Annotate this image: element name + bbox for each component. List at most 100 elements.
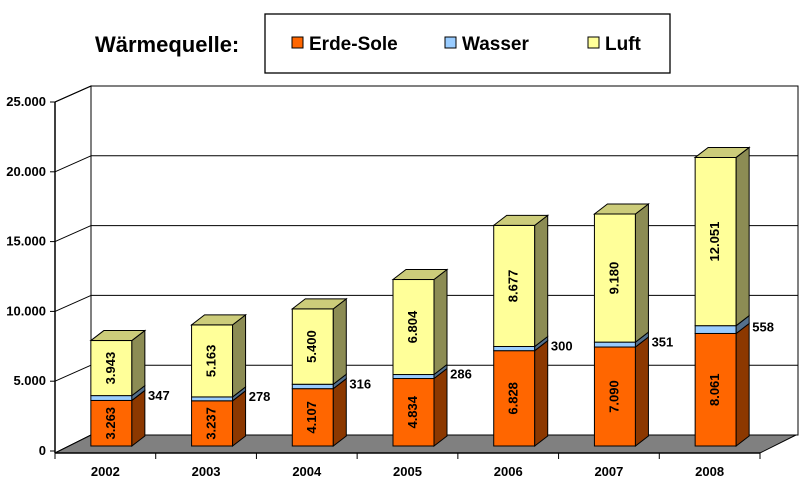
bar-side xyxy=(332,297,347,386)
bar-top xyxy=(492,214,550,226)
bar-segment-erde-sole xyxy=(694,322,750,448)
legend-label-wasser: Wasser xyxy=(462,34,529,55)
bar-side xyxy=(634,202,649,344)
gridline-side xyxy=(54,225,92,243)
bar-front xyxy=(694,325,737,334)
gridline-side xyxy=(54,364,92,382)
data-label: 558 xyxy=(752,320,774,335)
bar-top xyxy=(391,269,449,281)
x-tick-label: 2008 xyxy=(695,464,724,479)
bar-segment-luft xyxy=(693,146,751,327)
gridline-side xyxy=(54,155,92,173)
bar-front xyxy=(90,399,133,447)
bar-front xyxy=(694,156,737,327)
data-label: 7.090 xyxy=(606,380,621,413)
bar-segment-erde-sole xyxy=(291,377,347,448)
y-tick-label: 15.000 xyxy=(6,234,46,249)
y-tick-label: 10.000 xyxy=(6,303,46,318)
bar-segment-wasser xyxy=(291,373,347,390)
bar-front xyxy=(392,374,435,380)
bar-side xyxy=(735,322,750,448)
legend: Wärmequelle: Erde-Sole Wasser Luft xyxy=(95,13,671,74)
x-tick-label: 2003 xyxy=(192,464,221,479)
data-label: 300 xyxy=(551,339,573,354)
data-label: 4.834 xyxy=(405,395,420,428)
data-labels: 3.263 347 3.943 3.237 278 5.163 4.107 316 5.400 4… xyxy=(103,222,774,440)
x-tick-label: 2006 xyxy=(494,464,523,479)
legend-swatch-luft xyxy=(587,36,600,49)
y-tick-label: 25.000 xyxy=(6,94,46,109)
bar-front xyxy=(291,388,334,447)
x-tick-label: 2002 xyxy=(91,464,120,479)
legend-label-erde-sole: Erde-Sole xyxy=(309,34,398,55)
bar-front xyxy=(593,341,636,348)
x-axis-ticks: 2002 2003 2004 2005 2006 2007 2008 xyxy=(54,453,761,479)
bar-segment-luft xyxy=(190,313,248,398)
bar-front xyxy=(90,395,133,401)
data-label: 4.107 xyxy=(304,401,319,434)
bar-segment-erde-sole xyxy=(493,339,549,448)
x-tick-label: 2005 xyxy=(393,464,422,479)
data-label: 8.061 xyxy=(707,373,722,406)
axes xyxy=(54,102,760,454)
data-label: 8.677 xyxy=(506,270,521,303)
bar-side xyxy=(634,336,649,448)
data-label: 6.828 xyxy=(506,382,521,415)
bar-segment-erde-sole xyxy=(593,336,649,448)
data-label: 316 xyxy=(349,376,371,391)
y-tick-label: 0 xyxy=(39,443,46,458)
bar-segment-erde-sole xyxy=(392,367,448,448)
bar-side xyxy=(433,268,448,376)
bar-top xyxy=(190,314,248,326)
bar-top xyxy=(290,298,348,310)
bar-front xyxy=(191,400,234,447)
bar-segment-luft xyxy=(290,297,348,386)
bar-top xyxy=(592,203,650,215)
data-label: 351 xyxy=(652,335,674,350)
legend-box xyxy=(264,13,671,74)
legend-swatch-wasser xyxy=(444,36,457,49)
legend-title: Wärmequelle: xyxy=(95,32,239,57)
x-tick-label: 2004 xyxy=(292,464,322,479)
gridline-side xyxy=(54,294,92,312)
bar-side xyxy=(735,146,750,327)
bar-segment-luft xyxy=(592,202,650,344)
bar-front xyxy=(191,396,234,402)
bar-front xyxy=(291,308,334,385)
data-label: 278 xyxy=(249,389,271,404)
data-label: 6.804 xyxy=(405,310,420,343)
bars xyxy=(89,146,751,448)
bar-top xyxy=(89,330,147,342)
bar-side xyxy=(131,329,146,397)
data-label: 12.051 xyxy=(707,222,722,262)
bar-segment-erde-sole xyxy=(191,389,247,448)
legend-swatch-erde-sole xyxy=(291,36,304,49)
data-label: 5.400 xyxy=(304,330,319,363)
data-label: 347 xyxy=(148,388,170,403)
data-label: 3.943 xyxy=(103,352,118,385)
bar-segment-luft xyxy=(492,214,550,348)
bar-side xyxy=(332,377,347,448)
data-label: 5.163 xyxy=(204,345,219,378)
bar-front xyxy=(593,213,636,343)
bar-side xyxy=(232,313,247,398)
y-tick-label: 20.000 xyxy=(6,164,46,179)
bar-front xyxy=(493,350,536,447)
bar-front xyxy=(291,383,334,390)
data-label: 9.180 xyxy=(606,262,621,295)
gridlines xyxy=(54,85,798,382)
y-tick-label: 5.000 xyxy=(13,373,46,388)
bar-segment-luft xyxy=(391,268,449,376)
bar-front xyxy=(90,340,133,397)
data-label: 286 xyxy=(450,367,472,382)
legend-label-luft: Luft xyxy=(605,34,642,55)
data-label: 3.237 xyxy=(204,407,219,440)
bar-top xyxy=(693,146,751,158)
bar-front xyxy=(493,345,536,352)
y-axis-ticks: 0 5.000 10.000 15.000 20.000 25.000 xyxy=(6,94,55,458)
data-label: 3.263 xyxy=(103,407,118,440)
bar-side xyxy=(433,367,448,448)
bar-segment-luft xyxy=(89,329,147,397)
bar-segment-erde-sole xyxy=(90,389,146,448)
